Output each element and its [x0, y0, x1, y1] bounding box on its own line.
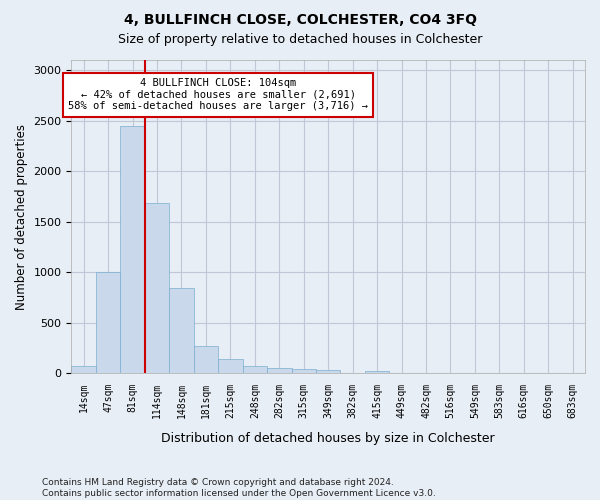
Bar [145, 204, 169, 373]
X-axis label: Distribution of detached houses by size in Colchester: Distribution of detached houses by size … [161, 432, 495, 445]
Bar [121, 126, 145, 373]
Bar [242, 366, 267, 373]
Bar [267, 368, 292, 373]
Bar [194, 346, 218, 373]
Bar [292, 368, 316, 373]
Bar [218, 359, 242, 373]
Text: Contains HM Land Registry data © Crown copyright and database right 2024.
Contai: Contains HM Land Registry data © Crown c… [42, 478, 436, 498]
Text: Size of property relative to detached houses in Colchester: Size of property relative to detached ho… [118, 32, 482, 46]
Bar [169, 288, 194, 373]
Text: 4 BULLFINCH CLOSE: 104sqm
← 42% of detached houses are smaller (2,691)
58% of se: 4 BULLFINCH CLOSE: 104sqm ← 42% of detac… [68, 78, 368, 112]
Bar [316, 370, 340, 373]
Y-axis label: Number of detached properties: Number of detached properties [15, 124, 28, 310]
Bar [71, 366, 96, 373]
Bar [365, 371, 389, 373]
Text: 4, BULLFINCH CLOSE, COLCHESTER, CO4 3FQ: 4, BULLFINCH CLOSE, COLCHESTER, CO4 3FQ [124, 12, 476, 26]
Bar [96, 272, 121, 373]
